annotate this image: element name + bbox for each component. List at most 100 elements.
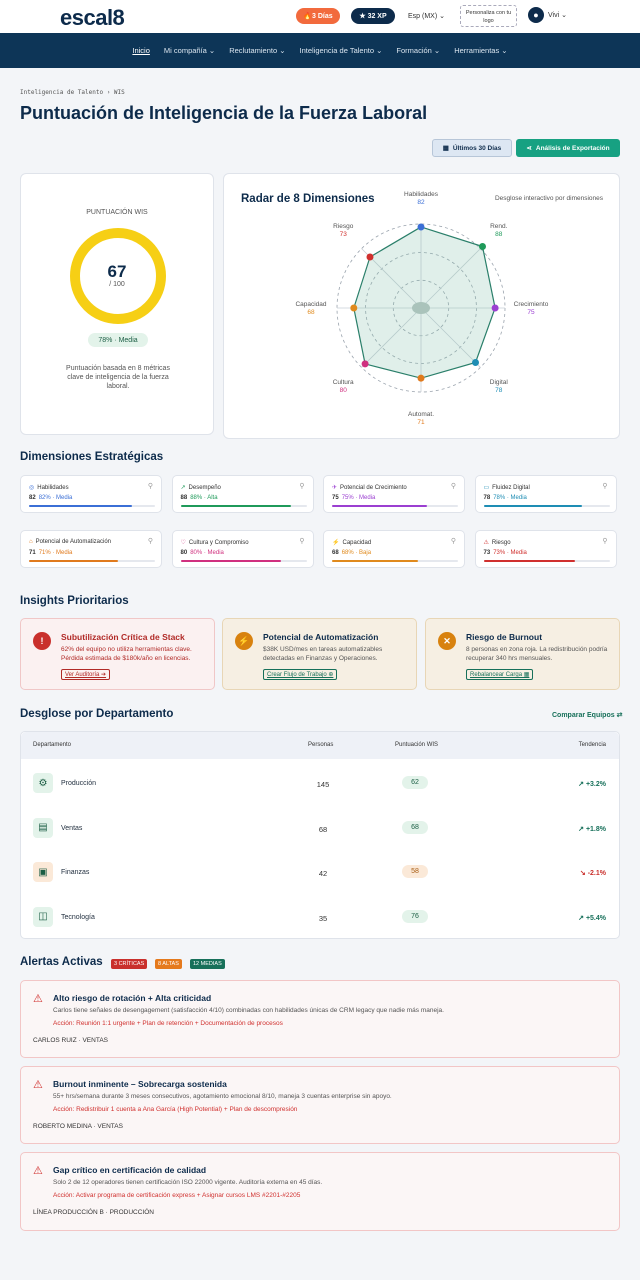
alerts-title: Alertas Activas <box>20 956 103 968</box>
badge-medium: 12 MEDIAS <box>190 959 225 969</box>
nav-formacion[interactable]: Formación ⌄ <box>396 46 441 55</box>
dimension-progress-fill <box>332 505 427 507</box>
score-ring <box>70 228 166 324</box>
dimension-progress-fill <box>180 505 292 507</box>
dimension-card[interactable]: ⚠ Riesgo ⚲ 73 73% · Media <box>474 530 617 568</box>
logo-text: escal8 <box>60 5 125 30</box>
dimension-name: Potencial de Automatización <box>35 539 112 545</box>
radar-point-automat <box>417 374 425 382</box>
dimension-status: 80% · Media <box>190 550 224 556</box>
score-value: 67 <box>107 262 127 281</box>
dimension-card[interactable]: ↗ Desempeño ⚲ 88 88% · Alta <box>171 475 314 513</box>
dimension-progress <box>483 505 610 507</box>
search-icon[interactable]: ⚲ <box>299 483 305 490</box>
search-icon[interactable]: ⚲ <box>450 538 456 545</box>
table-row[interactable]: ▤ Ventas 68 68 ↗ +1.8% <box>21 808 619 848</box>
search-icon[interactable]: ⚲ <box>299 538 305 545</box>
dimension-progress <box>332 505 458 507</box>
search-icon[interactable]: ⚲ <box>147 538 153 545</box>
dimension-progress-fill <box>483 560 576 562</box>
logo[interactable]: escal8 <box>60 5 125 31</box>
main-nav: Inicio Mi compañía ⌄ Reclutamiento ⌄ Int… <box>0 33 640 68</box>
alert-card[interactable]: ⚠ Gap crítico en certificación de calida… <box>20 1152 620 1231</box>
export-button[interactable]: ⋖ Análisis de Exportación <box>516 139 620 157</box>
insight-button-workflow[interactable]: Crear Flujo de Trabajo ⊕ <box>263 669 338 680</box>
user-menu[interactable]: ● Vivi ⌄ <box>528 7 567 23</box>
th-trend[interactable]: Tendencia <box>578 742 606 748</box>
nav-herramientas[interactable]: Herramientas ⌄ <box>454 46 508 55</box>
radar-axis-value: 88 <box>495 231 503 238</box>
xp-badge[interactable]: ★ 32 XP <box>351 8 395 24</box>
alert-card[interactable]: ⚠ Alto riesgo de rotación + Alta critici… <box>20 980 620 1058</box>
nav-reclutamiento[interactable]: Reclutamiento ⌄ <box>229 46 286 55</box>
dimension-status: 82% · Media <box>38 495 73 501</box>
nav-inteligencia-talento[interactable]: Inteligencia de Talento ⌄ <box>299 46 383 55</box>
th-department[interactable]: Departamento <box>33 742 72 748</box>
radar-area <box>353 226 496 379</box>
insight-button-rebalance[interactable]: Rebalancear Carga ▦ <box>466 669 534 680</box>
breadcrumb[interactable]: Inteligencia de Talento › WIS <box>20 89 125 96</box>
nav-inicio[interactable]: Inicio <box>132 46 150 55</box>
insight-title: Potencial de Automatización <box>263 632 379 642</box>
department-score: 68 <box>402 820 428 834</box>
code-icon: ◫ <box>33 906 53 927</box>
radar-point-crecimiento <box>491 304 499 312</box>
table-row[interactable]: ⚙ Producción 145 62 ↗ +3.2% <box>21 763 619 803</box>
table-row[interactable]: ◫ Tecnología 35 76 ↗ +5.4% <box>21 897 619 937</box>
dimensions-title: Dimensiones Estratégicas <box>20 451 164 463</box>
radar-axis-label: Riesgo <box>333 223 354 230</box>
dimension-progress <box>29 560 155 562</box>
badge-critical: 3 CRÍTICAS <box>111 959 148 969</box>
dimension-card[interactable]: ✈ Potencial de Crecimiento ⚲ 75 75% · Media <box>323 475 465 513</box>
lightning-icon: ⚡ <box>332 540 340 546</box>
brand-logo-button[interactable]: Personaliza con tu logo <box>460 5 517 27</box>
alert-card[interactable]: ⚠ Burnout inminente – Sobrecarga sosteni… <box>20 1066 620 1144</box>
dimension-card[interactable]: ▭ Fluidez Digital ⚲ 78 78% · Media <box>474 475 617 513</box>
insight-card-burnout: ✕ Riesgo de Burnout 8 personas en zona r… <box>425 618 620 690</box>
target-icon: ◎ <box>29 485 35 491</box>
alert-title: Alto riesgo de rotación + Alta criticida… <box>53 993 212 1003</box>
dimension-card[interactable]: ⌂ Potencial de Automatización ⚲ 71 71% · Med… <box>20 530 162 568</box>
dimension-card[interactable]: ⚡ Capacidad ⚲ 68 68% · Baja <box>323 530 465 568</box>
score-max: / 100 <box>109 281 125 288</box>
dimension-label: ⚡ Capacidad <box>332 539 371 547</box>
money-icon: ▣ <box>33 862 53 882</box>
dimension-progress-fill <box>332 560 418 562</box>
th-people[interactable]: Personas <box>308 742 334 748</box>
department-name: Producción <box>61 780 97 787</box>
radar-axis-label: Habilidades <box>404 191 439 198</box>
department-name: Finanzas <box>61 869 90 876</box>
period-button[interactable]: ▦ Últimos 30 Días <box>432 139 512 157</box>
dimension-progress <box>332 560 458 562</box>
table-header: Departamento Personas Puntuación WIS Ten… <box>21 732 619 759</box>
score-label: PUNTUACIÓN WIS <box>86 209 148 216</box>
dimension-label: ▭ Fluidez Digital <box>483 484 530 492</box>
export-label: Análisis de Exportación <box>535 144 610 152</box>
language-select[interactable]: Esp (MX) ⌄ <box>408 13 445 20</box>
alert-title: Gap crítico en certificación de calidad <box>53 1165 207 1175</box>
alert-action: Acción: Reunión 1:1 urgente + Plan de re… <box>53 1020 283 1027</box>
radar-axis-line <box>361 307 422 368</box>
warning-icon: ⚠ <box>33 1165 43 1177</box>
alert-desc: Solo 2 de 12 operadores tienen certifica… <box>53 1179 323 1186</box>
th-score[interactable]: Puntuación WIS <box>395 742 439 748</box>
search-icon[interactable]: ⚲ <box>450 483 456 490</box>
department-people: 42 <box>318 869 328 878</box>
dimension-status: 73% · Media <box>493 550 527 556</box>
compare-teams-link[interactable]: Comparar Equipos ⇄ <box>552 712 623 719</box>
streak-badge[interactable]: 🔥3 Días <box>296 8 340 24</box>
nav-mi-compania[interactable]: Mi compañía ⌄ <box>163 46 216 55</box>
department-trend: ↗ +5.4% <box>578 914 606 922</box>
dimension-card[interactable]: ◎ Habilidades ⚲ 82 82% · Media <box>20 475 162 513</box>
laptop-icon: ▭ <box>483 485 490 491</box>
alert-who: LÍNEA PRODUCCIÓN B · PRODUCCIÓN <box>33 1209 154 1216</box>
insight-button-audit[interactable]: Ver Auditoría ➔ <box>61 669 111 680</box>
search-icon[interactable]: ⚲ <box>602 483 608 490</box>
search-icon[interactable]: ⚲ <box>147 483 153 490</box>
radar-axis-label: Crecimiento <box>514 301 549 308</box>
dimension-card[interactable]: ♡ Cultura y Compromiso ⚲ 80 80% · Media <box>171 530 314 568</box>
table-row[interactable]: ▣ Finanzas 42 58 ↘ -2.1% <box>21 852 619 892</box>
search-icon[interactable]: ⚲ <box>602 538 608 545</box>
radar-axis-value: 82 <box>417 199 425 206</box>
